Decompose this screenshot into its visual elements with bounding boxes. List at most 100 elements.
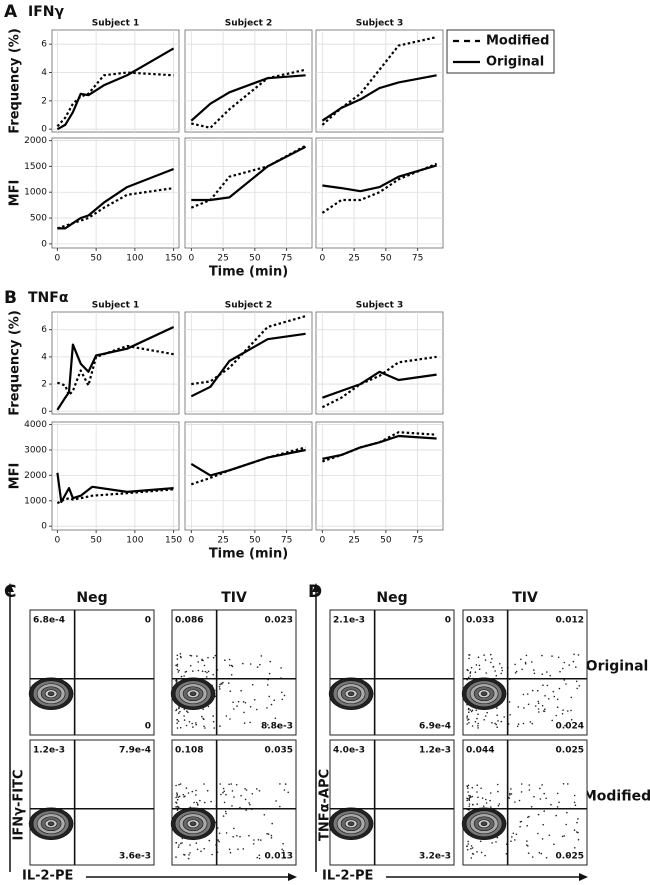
event-dot — [474, 721, 477, 723]
event-dot — [570, 709, 572, 712]
event-dot — [517, 706, 520, 708]
event-dot — [244, 788, 246, 790]
event-dot — [556, 698, 559, 701]
event-dot — [178, 669, 180, 672]
event-dot — [206, 789, 209, 792]
event-dot — [494, 722, 496, 725]
event-dot — [256, 666, 259, 668]
event-dot — [518, 799, 521, 802]
event-dot — [484, 715, 487, 717]
column-label: TIV — [221, 590, 247, 606]
event-dot — [275, 800, 277, 802]
event-dot — [496, 726, 499, 728]
event-dot — [274, 717, 277, 720]
event-dot — [468, 718, 470, 721]
x-tick-label: 0 — [319, 536, 325, 546]
event-dot — [287, 791, 290, 794]
plot-area — [184, 137, 313, 249]
event-dot — [567, 854, 569, 857]
event-dot — [555, 714, 557, 717]
event-dot — [485, 672, 488, 674]
x-tick-label: 0 — [319, 254, 325, 264]
event-dot — [176, 663, 179, 666]
event-dot — [562, 667, 564, 670]
event-dot — [283, 789, 286, 791]
event-dot — [563, 661, 566, 664]
series-line — [322, 370, 437, 399]
event-dot — [468, 722, 470, 724]
event-dot — [523, 707, 525, 709]
event-dot — [214, 654, 217, 657]
event-dot — [175, 679, 178, 681]
event-dot — [203, 664, 206, 667]
event-dot — [191, 722, 193, 725]
event-dot — [577, 831, 579, 834]
x-arrowhead — [579, 873, 588, 881]
event-dot — [222, 815, 225, 817]
event-dot — [201, 715, 203, 718]
event-dot — [212, 720, 215, 723]
event-dot — [489, 799, 491, 802]
row-label: Modified — [583, 788, 650, 804]
event-dot — [543, 710, 546, 713]
event-dot — [480, 851, 483, 854]
event-dot — [510, 840, 512, 842]
event-dot — [576, 687, 578, 690]
event-dot — [539, 787, 541, 790]
event-dot — [561, 713, 564, 715]
event-dot — [183, 853, 185, 856]
event-dot — [471, 847, 474, 849]
event-dot — [255, 788, 258, 790]
event-dot — [281, 698, 284, 701]
event-dot — [477, 713, 479, 715]
event-dot — [477, 796, 479, 799]
event-dot — [176, 668, 179, 671]
event-dot — [538, 711, 540, 713]
event-dot — [284, 856, 287, 859]
contour — [189, 691, 197, 697]
event-dot — [509, 714, 511, 716]
event-dot — [514, 663, 516, 666]
y-tick-label: 1000 — [24, 188, 47, 198]
event-dot — [201, 659, 203, 661]
quadrant-value: 8.8e-3 — [261, 722, 293, 732]
x-tick-label: 50 — [90, 254, 102, 264]
event-dot — [500, 672, 503, 675]
event-dot — [280, 667, 282, 669]
event-dot — [526, 840, 528, 842]
event-dot — [466, 717, 468, 719]
event-dot — [555, 814, 557, 817]
event-dot — [210, 800, 212, 803]
event-dot — [177, 796, 180, 798]
event-dot — [546, 671, 548, 673]
event-dot — [260, 839, 262, 841]
event-dot — [267, 833, 270, 835]
event-dot — [195, 723, 197, 726]
event-dot — [197, 669, 200, 672]
quadrant-value: 0.013 — [265, 852, 293, 862]
event-dot — [567, 783, 569, 785]
x-tick-label: 100 — [126, 254, 143, 264]
event-dot — [515, 670, 518, 673]
event-dot — [466, 848, 469, 851]
series-line — [321, 355, 437, 409]
event-dot — [281, 691, 283, 694]
event-dot — [176, 719, 178, 721]
event-dot — [283, 694, 286, 697]
strip-title: Subject 2 — [225, 301, 273, 311]
event-dot — [476, 803, 479, 805]
series-line — [191, 68, 306, 129]
event-dot — [556, 806, 559, 808]
event-dot — [204, 727, 206, 729]
event-dot — [178, 844, 180, 846]
event-dot — [483, 719, 486, 721]
event-dot — [271, 822, 274, 825]
y-tick-label: 1000 — [24, 496, 47, 506]
event-dot — [223, 801, 226, 804]
y-tick-label: 0 — [41, 522, 47, 532]
event-dot — [180, 675, 183, 678]
event-dot — [224, 810, 227, 813]
event-dot — [534, 705, 537, 707]
event-dot — [207, 656, 209, 659]
event-dot — [175, 680, 178, 683]
